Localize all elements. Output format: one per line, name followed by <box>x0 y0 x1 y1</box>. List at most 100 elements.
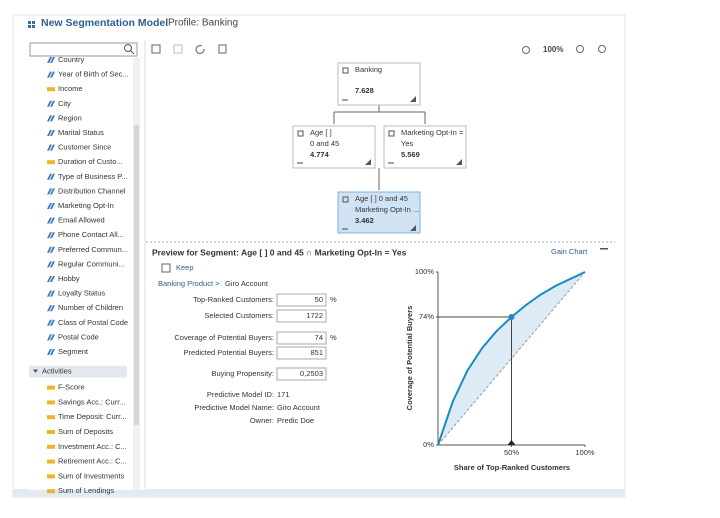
node-value: 5.569 <box>401 150 420 159</box>
attribute-item[interactable]: Retirement Acc.: C... <box>58 457 127 466</box>
info-label: Owner: <box>250 416 274 425</box>
node-resize <box>365 159 371 165</box>
range-icon <box>47 385 55 390</box>
attribute-item[interactable]: Hobby <box>58 274 80 283</box>
attribute-item[interactable]: Income <box>58 84 83 93</box>
search-icon <box>130 50 135 55</box>
field-unit: % <box>330 333 337 342</box>
attribute-item[interactable]: Type of Business P... <box>58 172 128 181</box>
export-icon[interactable] <box>218 44 227 54</box>
node-label: Marketing Opt-In = <box>401 128 464 137</box>
x-axis-label: Share of Top-Ranked Customers <box>454 463 570 472</box>
keep-icon[interactable] <box>161 263 171 273</box>
tree-node[interactable] <box>383 125 467 169</box>
app-icon <box>28 21 35 28</box>
attribute-item[interactable]: Marketing Opt-In <box>58 201 114 210</box>
field-input[interactable] <box>276 331 327 345</box>
nominal-icon <box>47 203 55 209</box>
range-icon <box>47 400 55 405</box>
y-tick-label: 0% <box>423 440 434 449</box>
attribute-item[interactable]: Duration of Custo... <box>58 157 123 166</box>
attribute-item[interactable]: Time Deposit: Curr... <box>58 412 127 421</box>
node-label: 0 and 45 <box>310 139 339 148</box>
tree-node[interactable] <box>337 191 421 234</box>
range-icon <box>47 444 55 449</box>
node-resize <box>456 159 462 165</box>
refresh-icon[interactable] <box>195 45 205 54</box>
tree: Banking 7.628 Age [ ] 0 and 45 4.774 Marketin… <box>292 62 467 234</box>
attribute-item[interactable]: Preferred Commun... <box>58 245 128 254</box>
save-as-icon[interactable] <box>173 44 183 54</box>
attribute-item[interactable]: City <box>58 99 71 108</box>
keep-button[interactable]: Keep <box>176 263 194 272</box>
field-value: 50 <box>315 295 323 304</box>
field-input[interactable] <box>276 367 327 381</box>
minimize-icon[interactable] <box>600 248 608 250</box>
nominal-icon <box>47 57 55 63</box>
attribute-item[interactable]: Sum of Lendings <box>58 486 115 495</box>
nominal-icon <box>47 144 55 151</box>
baseline-diagonal <box>437 271 586 446</box>
attribute-item[interactable]: F-Score <box>58 383 85 392</box>
nominal-icon <box>47 232 55 239</box>
settings-icon[interactable] <box>522 46 530 54</box>
search-box[interactable] <box>29 42 138 57</box>
zoom-out-icon[interactable] <box>598 45 606 53</box>
attribute-item[interactable]: Loyalty Status <box>58 289 105 298</box>
info-label: Predictive Model Name: <box>194 403 274 412</box>
range-icon <box>47 474 55 479</box>
attribute-item[interactable]: Year of Birth of Sec... <box>58 70 129 79</box>
field-label: Selected Customers: <box>204 311 274 320</box>
slider-handle[interactable] <box>507 440 516 445</box>
range-icon <box>47 87 55 92</box>
range-icon <box>47 415 55 420</box>
nominal-icon <box>47 173 55 180</box>
attribute-item[interactable]: Distribution Channel <box>58 186 126 195</box>
attribute-item[interactable]: Savings Acc.: Curr... <box>58 397 126 406</box>
node-value: 4.774 <box>310 150 330 159</box>
attribute-item[interactable]: Marital Status <box>58 128 104 137</box>
nominal-icon <box>47 305 55 312</box>
field-value: 74 <box>315 333 323 342</box>
y-tick-label: 100% <box>415 267 435 276</box>
nominal-icon <box>47 276 55 282</box>
attribute-item[interactable]: Number of Children <box>58 303 123 312</box>
expand-arrow[interactable] <box>33 369 38 373</box>
attribute-item[interactable]: Regular Communi... <box>58 259 125 268</box>
nominal-icon <box>47 115 55 122</box>
field-unit: % <box>330 295 337 304</box>
nominal-icon <box>47 290 55 297</box>
attribute-item[interactable]: Country <box>58 55 85 64</box>
attribute-item[interactable]: Investment Acc.: C... <box>58 442 127 451</box>
attribute-item[interactable]: Customer Since <box>58 143 111 152</box>
nominal-icon <box>47 71 55 78</box>
x-tick-label: 100% <box>575 448 595 457</box>
zoom-in-icon[interactable] <box>576 45 584 53</box>
nominal-icon <box>47 246 55 253</box>
range-icon <box>47 160 55 165</box>
gain-chart-button[interactable]: Gain Chart <box>551 247 588 256</box>
scrollbar-thumb[interactable] <box>134 125 139 425</box>
field-input[interactable] <box>276 309 327 323</box>
attribute-item[interactable]: Segment <box>58 347 89 356</box>
attribute-item[interactable]: Postal Code <box>58 332 99 341</box>
attribute-item[interactable]: Class of Postal Code <box>58 318 128 327</box>
attribute-item[interactable]: Email Allowed <box>58 216 105 225</box>
app-title: New Segmentation Model <box>41 17 168 29</box>
attribute-item[interactable]: Phone Contact All... <box>58 230 124 239</box>
product-label[interactable]: Banking Product > <box>158 279 220 288</box>
search-icon[interactable] <box>124 44 132 52</box>
selected-point[interactable] <box>508 313 515 320</box>
save-icon[interactable] <box>151 44 161 54</box>
group-header[interactable]: Activities <box>42 367 72 376</box>
tree-node[interactable] <box>337 62 421 106</box>
field-input[interactable] <box>276 346 327 360</box>
nominal-icon <box>47 334 55 341</box>
node-label: Age [ ] 0 and 45 <box>355 194 408 203</box>
field-value: 851 <box>310 348 323 357</box>
field-input[interactable] <box>276 293 327 307</box>
tree-node[interactable] <box>292 125 376 169</box>
attribute-item[interactable]: Region <box>58 113 82 122</box>
attribute-item[interactable]: Sum of Investments <box>58 471 125 480</box>
attribute-item[interactable]: Sum of Deposits <box>58 427 113 436</box>
